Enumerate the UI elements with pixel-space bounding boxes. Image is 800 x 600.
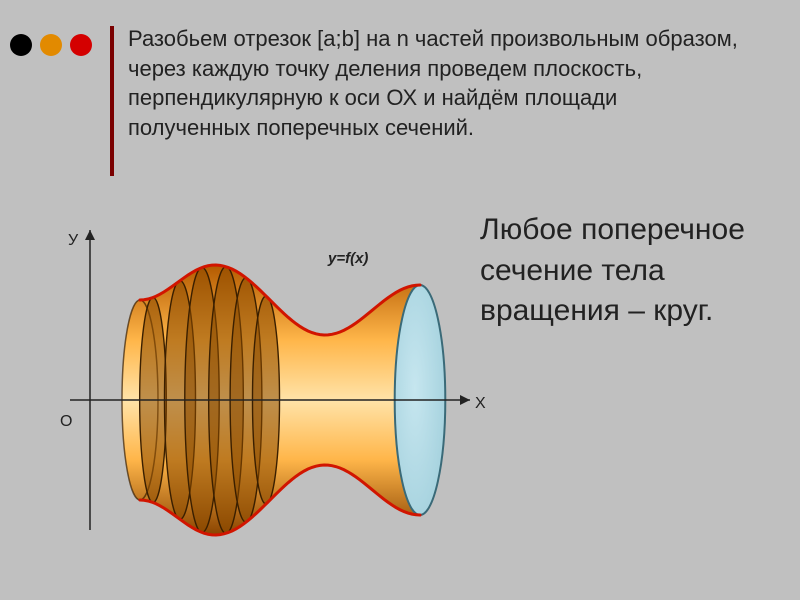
x-axis-label: Х — [475, 395, 486, 413]
function-label: y=f(x) — [328, 250, 368, 267]
dot-1 — [10, 34, 32, 56]
y-axis-label: У — [68, 232, 78, 250]
dot-2 — [40, 34, 62, 56]
intro-paragraph: Разобьем отрезок [a;b] на n частей произ… — [128, 24, 738, 143]
origin-label: О — [60, 413, 72, 431]
callout-text: Любое поперечное сечение тела вращения –… — [480, 210, 780, 332]
vertical-rule — [110, 26, 114, 176]
rotation-body-diagram — [30, 210, 490, 570]
dot-3 — [70, 34, 92, 56]
accent-dots — [10, 34, 92, 56]
